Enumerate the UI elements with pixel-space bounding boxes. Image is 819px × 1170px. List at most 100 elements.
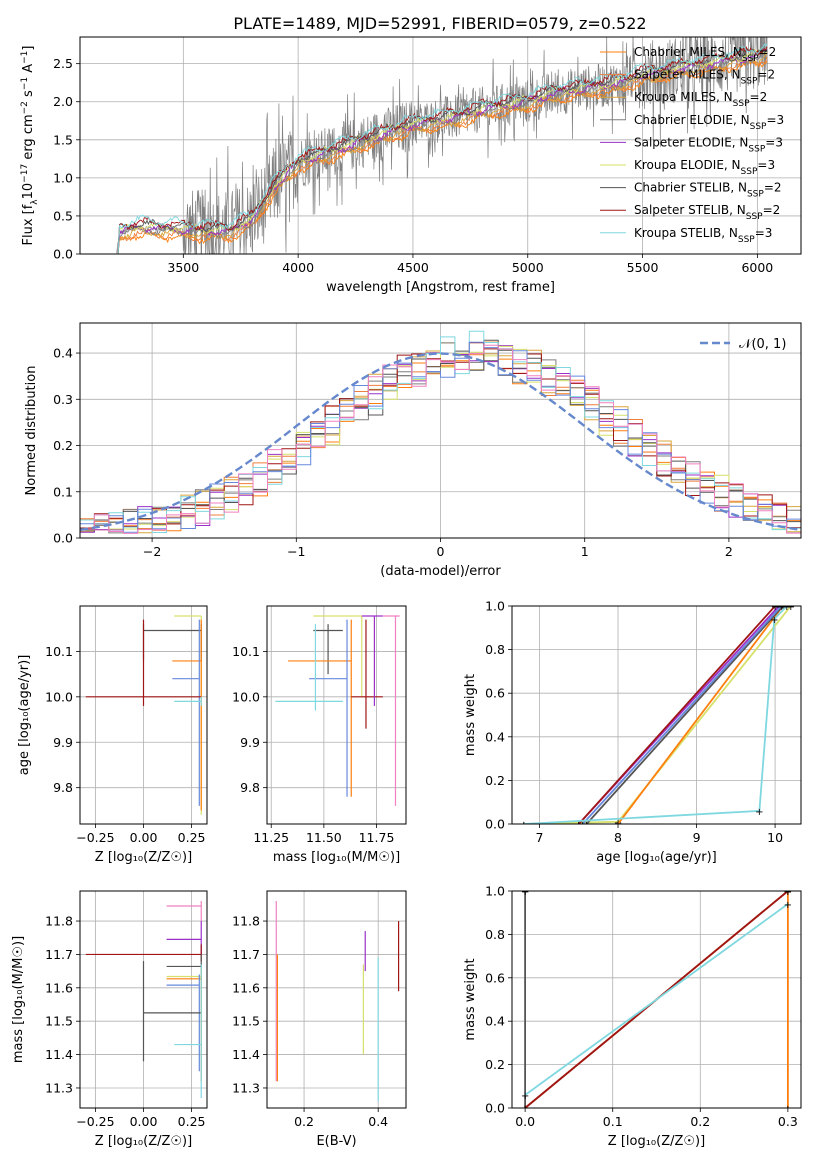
x-tick-label: −2 [143,544,161,559]
x-tick-label: 7 [536,830,544,845]
legend-label-suffix: =3 [766,113,784,127]
legend-label-suffix: =2 [763,203,781,217]
y-tick-label: 0.4 [53,346,73,361]
series-marker-chabrier_stelib: + [582,820,590,831]
axes-frame [511,890,802,1109]
series-marker-chabrier_stelib: + [521,1104,529,1115]
y-tick-label: 11.7 [232,947,260,962]
x-tick-label: 5500 [627,260,659,275]
legend-label-suffix: =2 [764,181,782,195]
series-line-kroupa_stelib [524,903,789,1096]
y-tick-label: 2.5 [53,56,73,71]
series-marker-salpeter_stelib: + [784,887,792,898]
y-tick-label: 11.8 [232,914,260,929]
legend-label: Kroupa MILES, NSSP=2 [634,90,767,109]
y-axis-label: mass weight [463,958,478,1040]
legend-label: Kroupa STELIB, NSSP=3 [634,226,772,245]
data-spectrum-line [116,37,768,254]
series-marker-kroupa_stelib: + [783,602,791,613]
y-tick-label: 9.9 [53,735,73,750]
legend-label-suffix: =2 [759,45,777,59]
legend-label-main: Chabrier STELIB, N [634,181,747,195]
x-tick-label: 3500 [167,260,199,275]
panel-mass_vs_z: −0.25 0.00 0.25 11.3 11.4 11.5 11.6 11.7 11.8 Z [… [11,890,208,1149]
x-tick-label: 0.00 [130,830,158,845]
series-marker-chabrier_miles: + [784,887,792,898]
series-marker-chabrier_miles: + [521,1104,529,1115]
y-tick-label: 1.0 [53,170,73,185]
series-marker-chabrier_stelib: + [521,887,529,898]
x-tick-label: 4000 [282,260,314,275]
series-marker-extra_blue: + [777,602,785,613]
y-tick-label: 0.5 [53,208,73,223]
series-marker-kroupa_elodie: + [614,818,622,829]
series-marker-extra_blue: + [578,820,586,831]
legend-label-sub: SSP [738,235,755,245]
x-tick-label: 11.50 [306,830,342,845]
legend-label-suffix: =2 [757,68,775,82]
plot-area: ++++++++++ [521,887,792,1115]
model-line-kroupa_stelib [116,43,768,254]
x-tick-label: −0.25 [76,830,114,845]
y-tick-label: 1.5 [53,132,73,147]
legend-label-main: Kroupa ELODIE, N [634,158,741,172]
x-axis-label: Z [log₁₀(Z/Z☉)] [95,850,192,865]
y-tick-label: 2.0 [53,94,73,109]
series-marker-kroupa_stelib: + [755,807,763,818]
series-line-chabrier_miles [617,606,784,824]
plot-area [85,615,202,815]
legend-label-sub: SSP [741,167,758,177]
legend-label-main: Salpeter MILES, N [634,68,741,82]
y-axis-label-part: A [21,64,36,77]
legend-label-main: Chabrier ELODIE, N [634,113,750,127]
model-line-chabrier_miles [116,58,768,254]
y-tick-label: 11.3 [45,1080,73,1095]
normal-curve [80,352,801,532]
histogram-chabrier_stelib [80,339,801,531]
y-tick-label: 0.2 [485,1057,505,1072]
legend-label-suffix: =3 [757,158,775,172]
x-tick-label: 0.0 [515,1114,535,1129]
panel-mass_vs_ebv: 0.2 0.4 11.3 11.4 11.5 11.6 11.7 11.8 E(B-V) [232,890,407,1149]
legend-label: Salpeter MILES, NSSP=2 [634,68,775,87]
plot-area: +++++++++++++++++ [520,602,795,831]
axes-frame [266,890,407,1109]
y-tick-label: 9.8 [53,780,73,795]
x-axis-label: age [log₁₀(age/yr)] [596,850,717,865]
y-axis-label-part: ] [21,46,36,51]
y-axis-label: age [log₁₀(age/yr)] [17,655,32,776]
y-tick-label: 11.3 [232,1080,260,1095]
series-marker-kroupa_stelib: + [770,615,778,626]
series-line-extra_blue [582,606,783,824]
x-tick-label: 4500 [397,260,429,275]
x-axis-label: Z [log₁₀(Z/Z☉)] [95,1134,192,1149]
y-tick-label: 1.0 [485,884,505,899]
axes-frame [79,36,802,255]
x-tick-label: 1 [581,544,589,559]
axes-frame [511,605,802,825]
legend-label-suffix: =2 [750,90,768,104]
y-axis-label-part: −1 [20,51,30,64]
legend-label: Kroupa ELODIE, NSSP=3 [634,158,775,177]
y-tick-label: 0.0 [53,531,73,546]
x-tick-label: 0.25 [178,830,206,845]
x-tick-label: −1 [287,544,305,559]
x-tick-label: 9 [693,830,701,845]
series-line-salpeter_stelib [578,606,776,824]
y-tick-label: 0.0 [485,817,505,832]
panel-age_vs_z: −0.25 0.00 0.25 9.8 9.9 10.0 10.1 Z [log₁₀(Z/Z☉… [17,605,208,865]
panel-residuals: −2 −1 0 1 2 0.0 0.1 0.2 0.3 0.4 (data-model)/error… [24,322,802,579]
y-tick-label: 0.4 [485,729,505,744]
y-tick-label: 11.5 [45,1014,73,1029]
x-axis-label: wavelength [Angstrom, rest frame] [326,280,555,295]
y-axis-label: Normed distribution [24,366,39,496]
legend-label-sub: SSP [733,99,750,109]
plot-area [85,901,202,1098]
legend-label-suffix: =3 [765,135,783,149]
legend-label-sub: SSP [750,122,767,132]
x-tick-label: 5000 [512,260,544,275]
y-tick-label: 0.2 [485,773,505,788]
y-tick-label: 11.6 [232,980,260,995]
